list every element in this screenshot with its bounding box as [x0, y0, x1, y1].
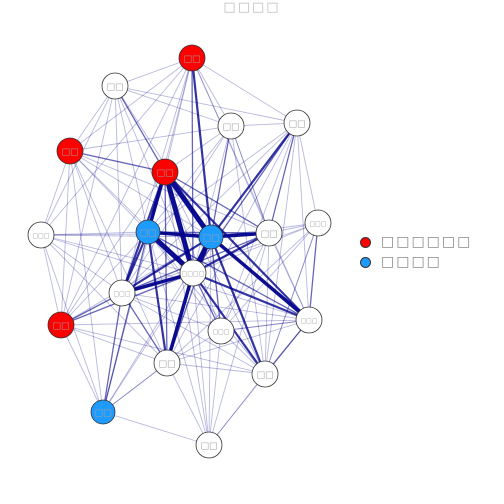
edge-n20-n9: [209, 237, 211, 445]
edge-n1-n6: [192, 58, 297, 123]
edge-n11-n15: [122, 293, 221, 331]
legend-marker-blue: [360, 257, 371, 268]
legend-item-blue: □□□□: [360, 252, 472, 272]
node-label-n19: □□: [94, 409, 111, 419]
node-n16: □□□: [296, 307, 322, 333]
node-n3: □□: [57, 138, 83, 164]
edge-n2-n8: [115, 86, 148, 232]
node-n14: □□: [48, 312, 74, 338]
node-n15: □□□: [208, 318, 234, 344]
edge-n13-n16: [309, 223, 318, 320]
node-n12: □□□□: [180, 260, 206, 286]
node-n11: □□□: [109, 280, 135, 306]
node-n7: □□□: [28, 222, 54, 248]
node-label-n3: □□: [61, 148, 78, 158]
node-label-n2: □□: [106, 83, 123, 93]
node-n6: □□: [284, 110, 310, 136]
edge-n6-n10: [269, 123, 297, 233]
node-label-n10: □□: [260, 230, 277, 240]
legend-label-red: □□□□□□: [381, 234, 472, 250]
node-label-n18: □□: [256, 371, 273, 381]
edge-n19-n11: [103, 293, 122, 412]
edge-n1-n12: [192, 58, 193, 273]
edge-n5-n10: [231, 126, 269, 233]
edge-n18-n11: [122, 293, 265, 374]
node-n2: □□: [102, 73, 128, 99]
edge-n2-n14: [61, 86, 115, 325]
edge-n5-n9: [211, 126, 231, 237]
node-label-n13: □□□: [309, 221, 326, 228]
node-n8: □□: [136, 220, 160, 244]
node-label-n9: □□: [202, 234, 219, 244]
legend-item-red: □□□□□□: [360, 232, 472, 252]
edge-n2-n11: [115, 86, 122, 293]
edge-n4-n17: [165, 172, 167, 363]
node-n13: □□□: [305, 210, 331, 236]
node-n20: □□: [196, 432, 222, 458]
node-label-n11: □□□: [113, 291, 130, 298]
node-n17: □□: [154, 350, 180, 376]
node-label-n14: □□: [52, 322, 69, 332]
node-label-n8: □□: [139, 229, 156, 239]
edge-n8-n16: [148, 232, 309, 320]
edge-n3-n19: [70, 151, 103, 412]
node-n18: □□: [252, 361, 278, 387]
node-label-n12: □□□□: [182, 271, 205, 278]
node-n5: □□: [218, 113, 244, 139]
legend: □□□□□□ □□□□: [360, 232, 472, 272]
edge-n3-n14: [61, 151, 70, 325]
node-label-n16: □□□: [300, 318, 317, 325]
edge-n17-n18: [167, 363, 265, 374]
node-n10: □□: [256, 220, 282, 246]
legend-label-blue: □□□□: [381, 254, 442, 270]
edge-n9-n6: [211, 123, 297, 237]
node-n9: □□: [199, 225, 223, 249]
edge-n3-n11: [70, 151, 122, 293]
node-label-n5: □□: [222, 123, 239, 133]
edge-n4-n20: [165, 172, 209, 445]
node-n1: □□: [179, 45, 205, 71]
edge-n7-n14: [41, 235, 61, 325]
legend-marker-red: [360, 237, 371, 248]
node-label-n15: □□□: [212, 329, 229, 336]
node-label-n1: □□: [183, 55, 200, 65]
edge-layer: [41, 58, 318, 445]
node-label-n17: □□: [158, 360, 175, 370]
node-n19: □□: [91, 400, 115, 424]
edge-n19-n20: [103, 412, 209, 445]
node-n4: □□: [152, 159, 178, 185]
node-label-n6: □□: [288, 120, 305, 130]
node-label-n20: □□: [200, 442, 217, 452]
edge-n7-n17: [41, 235, 167, 363]
node-label-n7: □□□: [32, 233, 49, 240]
node-label-n4: □□: [156, 169, 173, 179]
